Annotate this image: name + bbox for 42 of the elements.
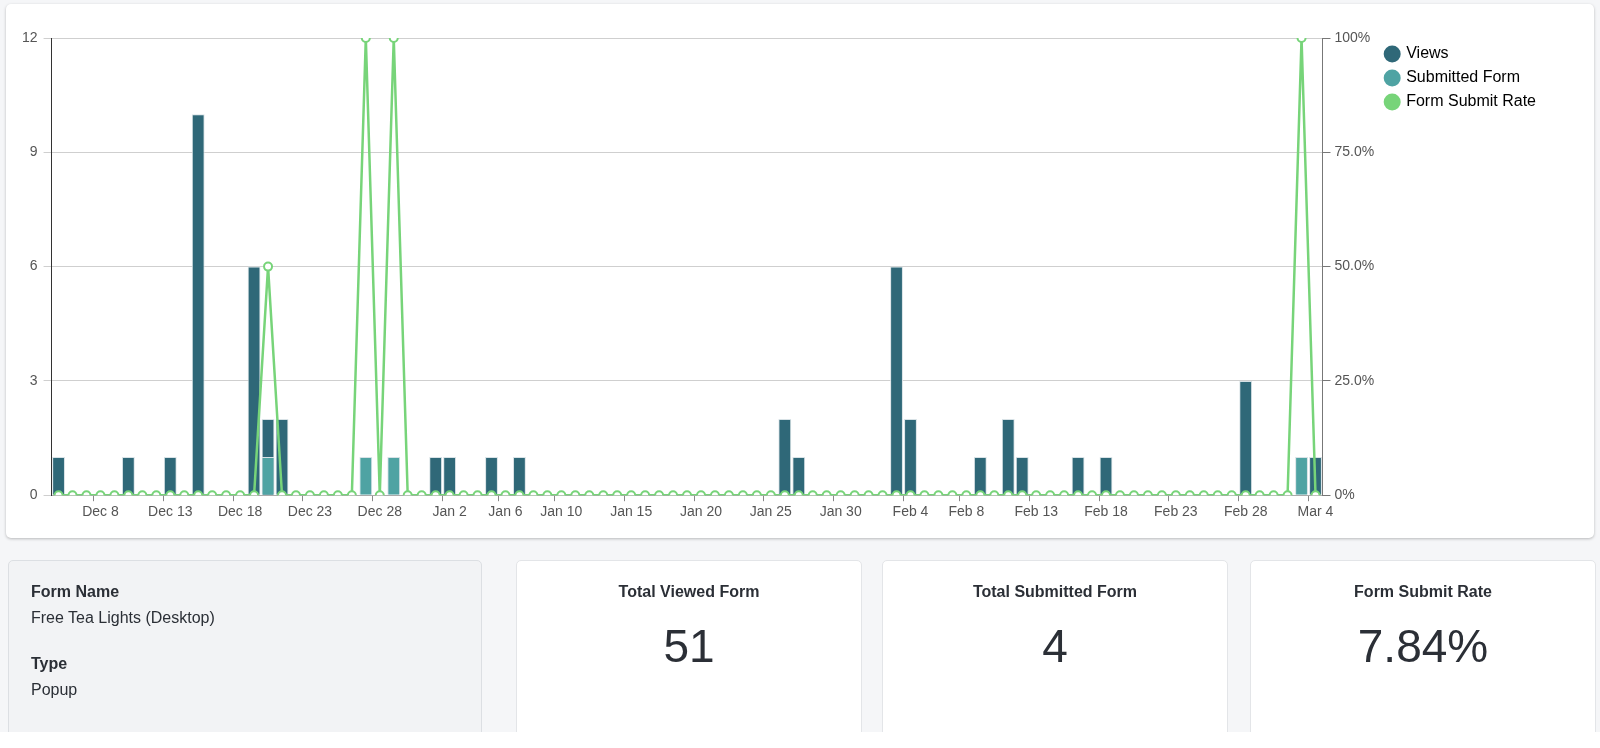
text: Form Submit Rate — [1353, 583, 1493, 601]
x-tick-label: Feb 13 — [1014, 503, 1059, 520]
legend-label: Views — [1406, 44, 1449, 62]
x-tick-label: Jan 20 — [679, 503, 723, 520]
x-tick-label: Jan 10 — [540, 503, 583, 520]
text: Total Viewed Form — [617, 583, 761, 601]
x-tick-label: Jan 2 — [432, 503, 467, 520]
x-tick-label: Jan 25 — [749, 503, 793, 520]
x-tick-label: Dec 8 — [82, 503, 119, 520]
x-tick-label: Feb 28 — [1223, 503, 1268, 520]
y2-tick-label: 50.0% — [1334, 257, 1375, 274]
x-tick-label: Jan 30 — [819, 503, 862, 520]
x-tick-label: Mar 4 — [1297, 503, 1334, 520]
legend-label: Form Submit Rate — [1406, 92, 1537, 110]
text: 7.84% — [1356, 619, 1490, 673]
x-tick-label: Dec 23 — [287, 503, 333, 520]
x-tick-label: Dec 28 — [357, 503, 403, 520]
y2-tick-label: 100% — [1334, 28, 1371, 45]
x-tick-label: Feb 23 — [1154, 503, 1198, 520]
legend-label: Submitted Form — [1406, 68, 1520, 86]
y2-tick-label: 0% — [1334, 486, 1355, 503]
x-tick-label: Feb 18 — [1084, 503, 1129, 520]
text: 51 — [662, 619, 716, 673]
text: Free Tea Lights (Desktop) — [31, 609, 216, 627]
text: Type — [31, 655, 69, 673]
y-tick-label: 12 — [21, 28, 38, 45]
x-tick-label: Jan 6 — [488, 503, 523, 520]
y2-tick-label: 25.0% — [1334, 371, 1375, 388]
text: Total Submitted Form — [971, 583, 1139, 601]
y-tick-label: 3 — [29, 371, 38, 388]
y-tick-label: 0 — [29, 486, 38, 503]
y2-tick-label: 75.0% — [1334, 143, 1375, 160]
y-tick-label: 6 — [29, 257, 38, 274]
text: 4 — [1041, 619, 1069, 673]
x-tick-label: Dec 18 — [217, 503, 263, 520]
x-tick-label: Dec 13 — [148, 503, 193, 520]
x-tick-label: Jan 15 — [610, 503, 653, 520]
x-tick-label: Feb 4 — [892, 503, 929, 520]
text: Popup — [31, 681, 79, 699]
x-tick-label: Feb 8 — [948, 503, 985, 520]
text: Form Name — [31, 583, 121, 601]
y-tick-label: 9 — [29, 143, 38, 160]
